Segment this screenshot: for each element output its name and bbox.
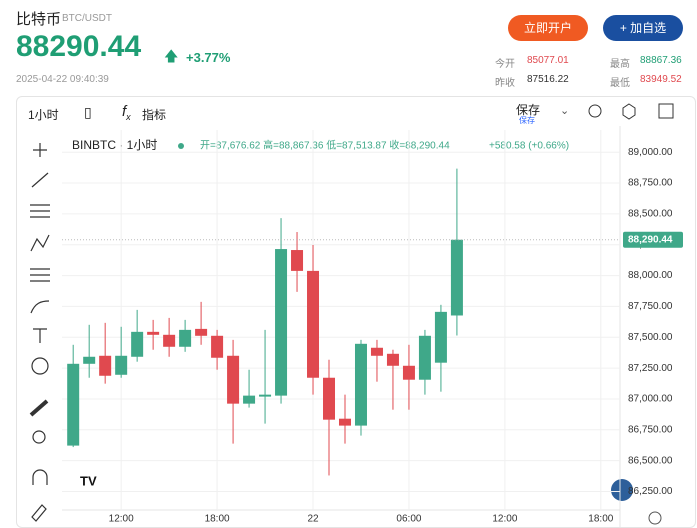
candle-body [418, 335, 431, 380]
line-tool[interactable] [31, 172, 49, 188]
stat-label: 最高 [610, 59, 630, 70]
x-tick-label: 12:00 [492, 514, 517, 525]
candle-body [131, 331, 144, 357]
last-price-label: 88,290.44 [628, 234, 673, 245]
stat-label: 今开 [495, 59, 515, 70]
candle-icon[interactable]: ▯ [84, 104, 92, 120]
magnet-tool[interactable] [32, 469, 48, 485]
candle-body [323, 377, 336, 420]
candle-body [211, 335, 224, 358]
candle-body [179, 329, 192, 347]
change: +3.77% [186, 50, 231, 65]
candle-body [259, 394, 272, 397]
price: 88290.44 [16, 30, 142, 63]
y-tick-label: 88,500.00 [628, 209, 673, 220]
indicators[interactable]: 指标 [142, 108, 167, 122]
timestamp: 2025-04-22 09:40:39 [16, 74, 109, 85]
candle-body [386, 353, 399, 366]
dropdown-icon[interactable]: ⌄ [560, 105, 570, 117]
y-tick-label: 87,500.00 [628, 332, 673, 343]
emoji-tool[interactable] [31, 357, 49, 375]
candle-body [163, 334, 176, 347]
zoom-tool[interactable] [32, 430, 46, 444]
candle-body [291, 250, 304, 271]
fib-tool[interactable] [30, 268, 50, 282]
save-sub: 保存 [519, 116, 535, 125]
brush-tool[interactable] [30, 300, 50, 314]
symbol: BINBTC · 1小时 [72, 138, 157, 152]
stat-value: 88867.36 [640, 55, 682, 66]
stat-value: 83949.52 [640, 74, 682, 85]
candle-body [307, 270, 320, 378]
alert-icon[interactable] [588, 104, 602, 118]
brand-badge [611, 479, 633, 501]
candle-body [450, 239, 463, 316]
tv-logo [76, 470, 102, 492]
candle-body [227, 355, 240, 404]
text-tool[interactable] [33, 328, 47, 343]
tv-logo-text: TV [80, 473, 97, 488]
pair: BTC/USDT [62, 13, 112, 24]
candle-body [147, 331, 160, 335]
x-tick-label: 12:00 [109, 514, 134, 525]
y-tick-label: 88,000.00 [628, 270, 673, 281]
ohlc-legend: 开=87,676.62 高=88,867.36 低=87,513.87 收=88… [200, 139, 450, 152]
x-tick-label: 22 [307, 514, 319, 525]
y-tick-label: 89,000.00 [628, 147, 673, 158]
save[interactable]: 保存 [516, 103, 541, 117]
y-tick-label: 86,250.00 [628, 486, 673, 497]
y-tick-label: 88,750.00 [628, 178, 673, 189]
up-arrow: 🡅 [164, 48, 179, 64]
candle-body [434, 311, 447, 363]
candle-body [354, 343, 367, 426]
interval[interactable]: 1小时 [28, 108, 59, 122]
candle-body [370, 347, 383, 356]
crosshair-tool[interactable] [33, 143, 47, 157]
stat-label: 昨收 [495, 78, 515, 89]
last-price-box [623, 231, 683, 248]
stat-value: 85077.01 [527, 55, 569, 66]
watchlist-button[interactable]: + 加自选 [603, 15, 683, 41]
lock-tool[interactable] [31, 504, 47, 522]
x-tick-label: 06:00 [396, 514, 421, 525]
open-account-button[interactable]: 立即开户 [508, 15, 588, 41]
settings-icon[interactable] [622, 103, 636, 120]
channel-tool[interactable] [30, 204, 50, 218]
change-legend: +580.58 (+0.66%) [489, 141, 569, 152]
y-tick-label: 86,500.00 [628, 455, 673, 466]
candle-body [402, 365, 415, 380]
coin-name: 比特币 [16, 11, 62, 28]
candle-body [83, 356, 96, 364]
candle-body [275, 249, 288, 396]
tool-icons [588, 103, 674, 120]
x-tick-label: 18:00 [588, 514, 613, 525]
candle-body [99, 355, 112, 376]
candle-body [115, 355, 128, 375]
y-tick-label: 87,000.00 [628, 394, 673, 405]
drawing-toolbar [29, 143, 50, 522]
pattern-tool[interactable] [30, 234, 50, 252]
settings-small[interactable] [648, 511, 662, 525]
stat-value: 87516.22 [527, 74, 569, 85]
stat-label: 最低 [610, 78, 630, 89]
ruler-tool[interactable] [29, 399, 49, 417]
fullscreen-icon[interactable] [658, 103, 674, 119]
y-tick-label: 87,750.00 [628, 301, 673, 312]
candle-body [67, 363, 80, 446]
y-tick-label: 87,250.00 [628, 363, 673, 374]
candle-body [195, 328, 208, 336]
candle-body [243, 395, 256, 404]
x-tick-label: 18:00 [205, 514, 230, 525]
status-dot [178, 143, 184, 149]
y-tick-label: 86,750.00 [628, 424, 673, 435]
candle-body [338, 418, 351, 426]
fx-icon[interactable]: fx [122, 103, 131, 122]
